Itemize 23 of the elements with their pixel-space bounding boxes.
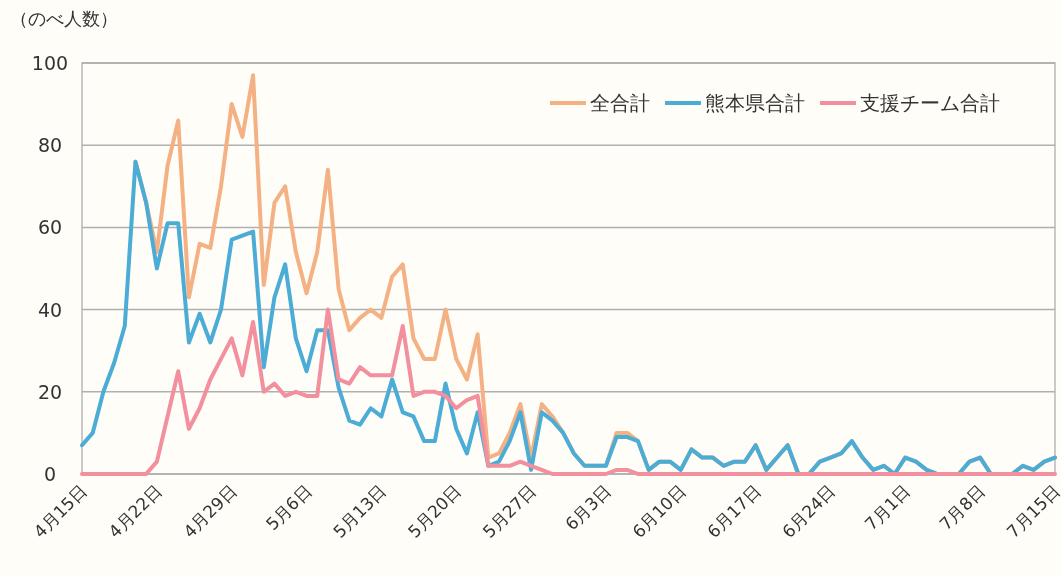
x-tick-label: 7月15日: [1002, 480, 1061, 542]
y-tick-label: 40: [37, 298, 63, 321]
x-tick-label: 4月22日: [104, 480, 166, 542]
line-series: [80, 307, 1057, 476]
x-tick-label: 7月8日: [935, 480, 989, 535]
x-tick-label: 4月29日: [179, 480, 241, 542]
x-tick-label: 5月13日: [329, 480, 391, 542]
x-tick-label: 7月1日: [860, 480, 915, 535]
y-tick-label: 20: [37, 380, 63, 403]
x-tick-label: 6月3日: [561, 480, 615, 535]
x-tick-label: 6月24日: [778, 480, 840, 542]
y-tick-label: 80: [37, 134, 63, 157]
x-tick-label: 5月6日: [261, 480, 316, 535]
legend-label: 熊本県合計: [705, 91, 805, 115]
y-axis-title: （のべ人数）: [10, 8, 118, 29]
legend-label: 支援チーム合計: [860, 91, 1000, 115]
x-tick-label: 6月10日: [628, 480, 690, 542]
x-tick-label: 5月27日: [478, 480, 540, 542]
y-tick-label: 100: [31, 52, 69, 74]
x-tick-label: 6月17日: [703, 480, 765, 542]
y-tick-label: 60: [37, 216, 63, 239]
legend-label: 全合計: [590, 91, 650, 115]
x-tick-label: 5月20日: [403, 480, 466, 542]
